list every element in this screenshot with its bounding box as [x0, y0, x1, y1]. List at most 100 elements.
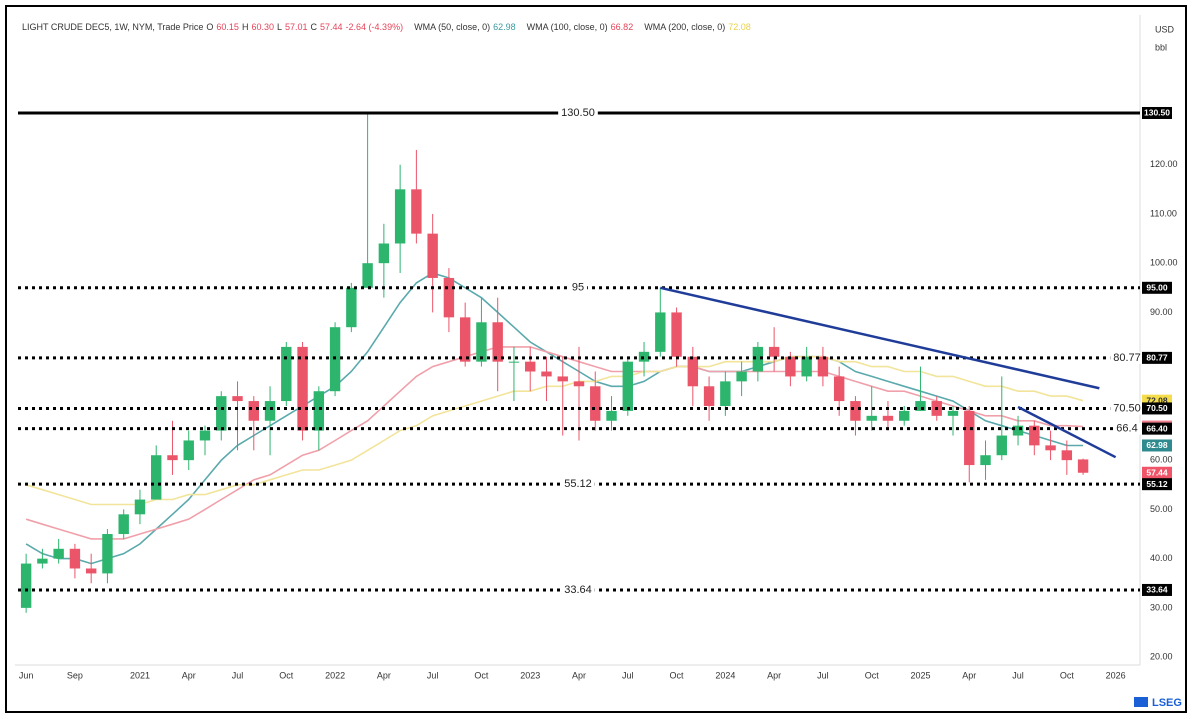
candle-body [801, 356, 812, 377]
price-tag-label: 33.64 [1146, 585, 1168, 595]
candle-body [833, 376, 845, 402]
candle-body [183, 440, 194, 461]
level-label-bg [1110, 351, 1144, 364]
price-tag [1142, 281, 1172, 294]
candle-body [590, 386, 601, 421]
candle-body [69, 548, 81, 569]
candle-body [134, 499, 146, 515]
header-text: O [206, 22, 214, 32]
logo-icon [1134, 697, 1148, 707]
y-tick-label: 120.00 [1150, 159, 1178, 169]
candle-body [882, 415, 894, 421]
header-text: WMA (100, close, 0) [526, 22, 608, 32]
candle-body [37, 558, 48, 564]
x-tick-label: Sep [67, 670, 83, 680]
candle-body [378, 243, 390, 264]
x-tick-label: Oct [670, 670, 685, 680]
level-label: 55.12 [564, 478, 592, 490]
x-tick-label: Oct [1060, 670, 1075, 680]
price-tag-label: 70.50 [1146, 403, 1168, 413]
level-label: 70.50 [1113, 402, 1141, 414]
candle-body [199, 430, 211, 441]
x-tick-label: Oct [865, 670, 880, 680]
level-label: 95 [572, 282, 584, 294]
candle-body [866, 415, 877, 421]
candle-body [671, 312, 682, 357]
x-tick-label: Oct [279, 670, 294, 680]
candle-body [297, 346, 308, 431]
header-text: 66.82 [610, 22, 634, 32]
candle-body [427, 233, 438, 278]
candle-body [785, 356, 796, 377]
y-tick-label: 30.00 [1150, 602, 1173, 612]
candle-body [1061, 450, 1073, 461]
x-tick-label: Apr [962, 670, 976, 680]
header-text: L [276, 22, 282, 32]
candle-body [850, 401, 861, 421]
price-tag-label: 95.00 [1146, 283, 1168, 293]
candle-body [525, 361, 536, 372]
x-tick-label: Apr [182, 670, 196, 680]
candle-body [20, 563, 32, 608]
level-label: 80.77 [1113, 352, 1141, 364]
candle-body [915, 401, 926, 411]
candle-body [622, 361, 633, 411]
price-tag [1142, 439, 1172, 452]
candle-body [1077, 459, 1089, 473]
candle-body [151, 455, 162, 500]
level-label-bg [1113, 422, 1141, 435]
candle-body [720, 381, 731, 406]
y-tick-label: 60.00 [1150, 455, 1173, 465]
candle-body [1029, 425, 1040, 446]
level-label-bg [568, 281, 588, 294]
price-tag-label: 66.40 [1146, 423, 1168, 433]
trendline [660, 286, 1100, 390]
candle-body [655, 312, 666, 352]
x-tick-label: 2022 [325, 670, 345, 680]
x-tick-label: 2024 [715, 670, 735, 680]
candle-body [752, 346, 764, 372]
level-label-bg [1110, 402, 1144, 415]
candle-body [102, 534, 113, 574]
price-tag [1142, 106, 1172, 119]
price-tag-label: 55.12 [1146, 479, 1168, 489]
x-tick-label: Oct [474, 670, 489, 680]
candle-body [443, 277, 455, 318]
logo-text: LSEG [1152, 697, 1182, 709]
candle-body [53, 548, 64, 559]
candle-body [394, 189, 406, 244]
x-tick-label: Jul [427, 670, 439, 680]
header-text: 62.98 [493, 22, 516, 32]
x-tick-label: Apr [572, 670, 586, 680]
candle-body [947, 410, 959, 416]
chart-header: LIGHT CRUDE DEC5, 1W, NYM, Trade Price O 6… [22, 22, 751, 32]
level-label: 66.4 [1116, 423, 1137, 435]
candle-body [817, 356, 829, 377]
candle-body [232, 396, 243, 402]
unit-label: bbl [1155, 42, 1167, 52]
price-tag [1142, 422, 1172, 435]
candle-body [264, 401, 276, 421]
price-tag [1142, 351, 1172, 364]
level-label-bg [561, 478, 595, 491]
candle-body [899, 410, 910, 421]
header-text: WMA (50, close, 0) [414, 22, 491, 32]
candle-body [541, 371, 552, 377]
candle-body [281, 346, 292, 402]
candle-body [996, 435, 1007, 456]
x-tick-label: Jul [817, 670, 829, 680]
y-tick-label: 20.00 [1150, 651, 1173, 661]
unit-label: USD [1155, 24, 1175, 34]
y-tick-label: 40.00 [1150, 553, 1173, 563]
candle-body [167, 455, 178, 461]
candle-body [118, 514, 129, 535]
candle-body [313, 391, 325, 431]
y-tick-label: 50.00 [1150, 504, 1173, 514]
candle-body [638, 351, 650, 362]
candle-body [557, 376, 568, 382]
price-tag-label: 72.08 [1146, 395, 1168, 405]
x-tick-label: Jul [1012, 670, 1024, 680]
x-tick-label: Jun [19, 670, 34, 680]
